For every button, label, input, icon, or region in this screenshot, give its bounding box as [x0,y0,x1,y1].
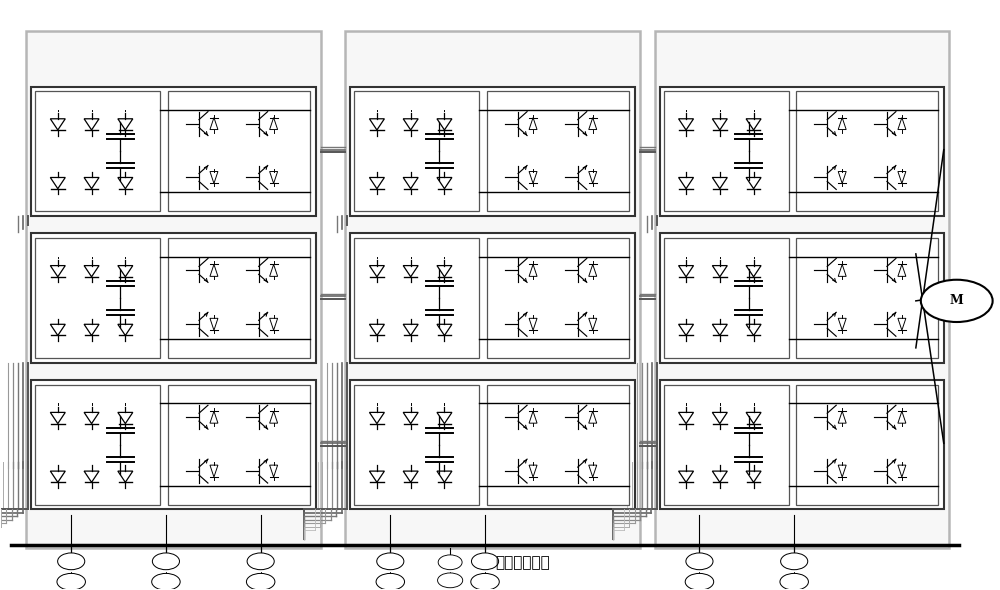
Bar [31,233,316,362]
Bar [350,380,635,509]
Bar [664,91,789,211]
Ellipse shape [152,573,180,590]
Ellipse shape [438,555,462,570]
Bar [168,91,310,211]
Bar [487,238,629,358]
Ellipse shape [781,553,808,570]
Bar [487,91,629,211]
Bar [796,91,938,211]
Ellipse shape [152,553,179,570]
Bar [660,380,944,509]
Bar [354,91,479,211]
Bar [31,380,316,509]
Text: M: M [950,294,964,307]
Bar [350,87,635,216]
Bar [796,385,938,504]
Bar [35,91,160,211]
Bar [168,385,310,504]
Circle shape [921,280,993,322]
Bar [35,385,160,504]
Ellipse shape [471,553,499,570]
Ellipse shape [685,573,714,590]
Ellipse shape [377,553,404,570]
Ellipse shape [246,573,275,590]
Ellipse shape [57,573,85,590]
Bar [168,238,310,358]
Bar [660,233,944,362]
Ellipse shape [471,573,499,590]
Ellipse shape [58,553,85,570]
Ellipse shape [247,553,274,570]
Ellipse shape [686,553,713,570]
Ellipse shape [376,573,405,590]
Text: 三相高压电网: 三相高压电网 [495,555,550,570]
Ellipse shape [438,573,463,588]
Bar [350,233,635,362]
Bar [655,31,949,548]
Bar [31,87,316,216]
Bar [26,31,320,548]
Bar [664,238,789,358]
Bar [345,31,640,548]
Bar [487,385,629,504]
Bar [796,238,938,358]
Bar [354,238,479,358]
Ellipse shape [780,573,808,590]
Bar [664,385,789,504]
Bar [354,385,479,504]
Bar [35,238,160,358]
Bar [660,87,944,216]
